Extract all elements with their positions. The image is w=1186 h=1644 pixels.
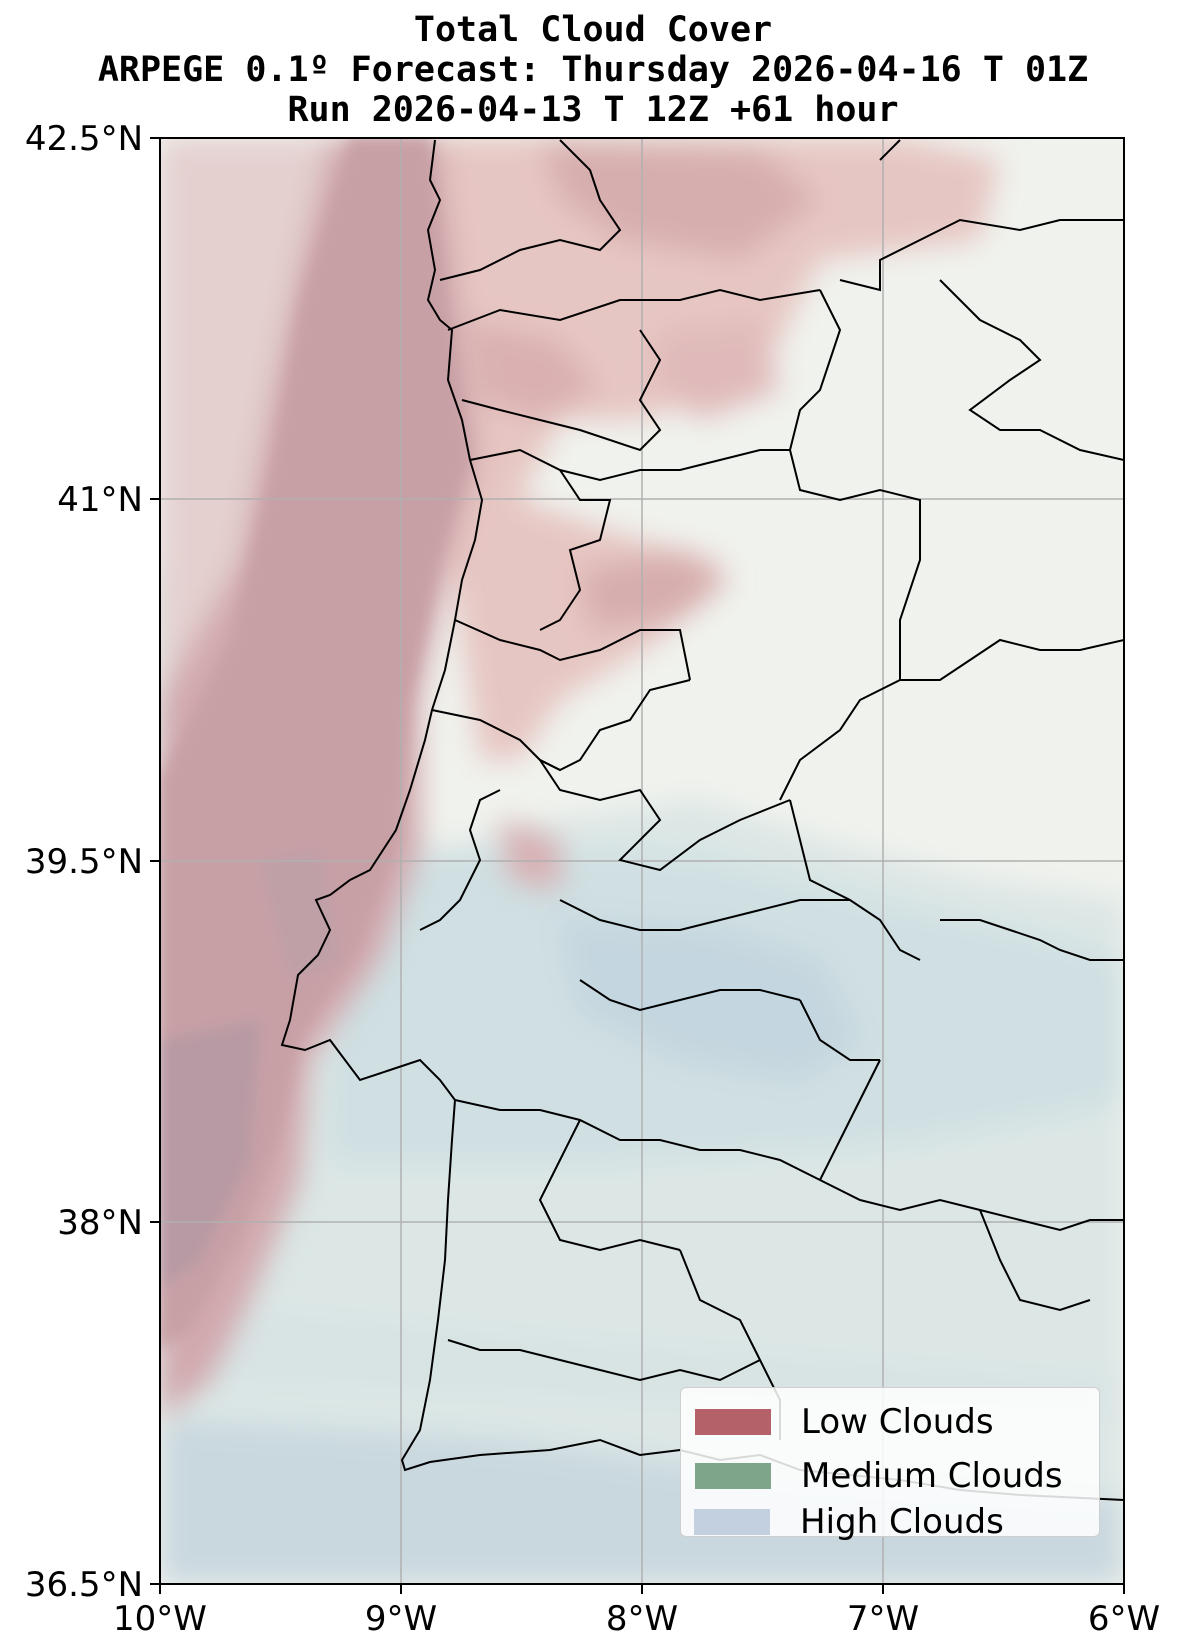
lat-tick-label: 36.5°N bbox=[25, 1565, 143, 1605]
lat-tick-label: 39.5°N bbox=[25, 842, 143, 882]
legend-swatch-medium bbox=[695, 1463, 771, 1489]
title-line-2: ARPEGE 0.1º Forecast: Thursday 2026-04-1… bbox=[97, 50, 1089, 90]
lon-tick-label: 10°W bbox=[113, 1599, 207, 1639]
legend-item-high-clouds-row: High Clouds bbox=[694, 1502, 1004, 1542]
lon-tick-labels: 10°W 9°W 8°W 7°W 6°W bbox=[113, 1599, 1160, 1639]
legend-item-medium-clouds: Medium Clouds bbox=[695, 1456, 1063, 1496]
map-title: Total Cloud Cover ARPEGE 0.1º Forecast: … bbox=[0, 10, 1186, 130]
legend-item-low-clouds: Low Clouds bbox=[695, 1402, 994, 1442]
map-grid bbox=[160, 138, 1124, 1584]
title-line-1: Total Cloud Cover bbox=[413, 10, 773, 50]
lat-tick-label: 41°N bbox=[57, 480, 143, 520]
lon-tick-label: 6°W bbox=[1088, 1599, 1160, 1639]
plot-area bbox=[160, 138, 1124, 1584]
legend-label: Low Clouds bbox=[801, 1402, 994, 1442]
legend-swatch-high bbox=[694, 1509, 770, 1535]
lon-tick-label: 8°W bbox=[606, 1599, 678, 1639]
tick-marks bbox=[150, 137, 1125, 1594]
lat-tick-label: 38°N bbox=[57, 1203, 143, 1243]
legend-swatch-low bbox=[695, 1409, 771, 1435]
lon-tick-label: 9°W bbox=[365, 1599, 437, 1639]
coastline bbox=[280, 139, 801, 1472]
legend-label: High Clouds bbox=[800, 1502, 1004, 1542]
lat-tick-labels: 42.5°N 41°N 39.5°N 38°N 36.5°N bbox=[25, 119, 143, 1605]
legend-label: Medium Clouds bbox=[801, 1456, 1063, 1496]
lat-tick-label: 42.5°N bbox=[25, 119, 143, 159]
title-line-3: Run 2026-04-13 T 12Z +61 hour bbox=[287, 90, 899, 130]
lon-tick-label: 7°W bbox=[847, 1599, 919, 1639]
